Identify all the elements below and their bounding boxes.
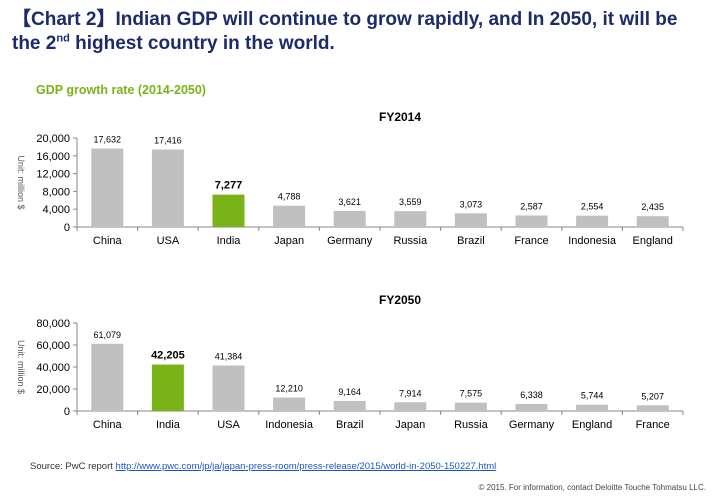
category-label-indonesia: Indonesia xyxy=(568,235,617,247)
data-label-japan: 4,788 xyxy=(278,192,301,202)
category-label-russia: Russia xyxy=(454,419,489,431)
bar-england xyxy=(576,404,609,411)
data-label-france: 5,207 xyxy=(641,391,664,401)
data-label-brazil: 3,073 xyxy=(460,199,483,209)
data-label-russia: 7,575 xyxy=(460,389,483,399)
bar-india xyxy=(151,364,184,411)
bar-russia xyxy=(454,402,487,411)
category-label-india: India xyxy=(156,419,181,431)
title-line-2-pre: the 2 xyxy=(12,33,57,54)
data-label-france: 2,587 xyxy=(520,201,543,211)
data-label-england: 5,744 xyxy=(581,391,604,401)
bar-china xyxy=(91,343,124,411)
data-label-china: 17,632 xyxy=(94,135,122,145)
chart-title: FY2050 xyxy=(379,293,421,307)
category-label-england: England xyxy=(633,235,673,247)
category-label-france: France xyxy=(636,419,670,431)
bar-usa xyxy=(151,149,184,227)
gdp-chart-fy2014: FY2014 Unit: million $ 0 4,000 8,000 12,000 16… xyxy=(16,110,684,247)
bar-brazil xyxy=(333,400,366,411)
y-tick-label: 4,000 xyxy=(42,204,70,216)
y-tick-label: 16,000 xyxy=(36,151,70,163)
chart-title: FY2014 xyxy=(379,110,421,124)
category-label-usa: USA xyxy=(157,235,180,247)
bar-india xyxy=(212,194,245,227)
bar-china xyxy=(91,148,124,227)
data-label-usa: 41,384 xyxy=(215,351,243,361)
category-label-japan: Japan xyxy=(395,419,425,431)
y-tick-label: 40,000 xyxy=(36,362,70,374)
y-tick-label: 60,000 xyxy=(36,340,70,352)
copyright-notice: © 2015. For information, contact Deloitt… xyxy=(478,483,707,492)
y-tick-label: 20,000 xyxy=(36,133,70,145)
y-tick-label: 8,000 xyxy=(42,186,70,198)
y-axis-label: Unit: million $ xyxy=(16,340,26,394)
bar-england xyxy=(636,216,669,227)
data-label-usa: 17,416 xyxy=(154,135,182,145)
data-label-russia: 3,559 xyxy=(399,197,422,207)
y-tick-label: 0 xyxy=(64,222,70,234)
bar-japan xyxy=(394,402,427,411)
source-prefix: Source: PwC report xyxy=(30,461,116,472)
bar-indonesia xyxy=(576,215,609,227)
title-line-2-post: highest country in the world. xyxy=(69,33,335,54)
data-label-germany: 6,338 xyxy=(520,390,543,400)
data-label-china: 61,079 xyxy=(94,330,122,340)
chart-subtitle: GDP growth rate (2014-2050) xyxy=(36,83,206,97)
y-axis-label: Unit: million $ xyxy=(16,155,26,209)
category-label-russia: Russia xyxy=(393,235,428,247)
bar-brazil xyxy=(454,213,487,227)
y-tick-label: 12,000 xyxy=(36,169,70,181)
category-label-china: China xyxy=(93,235,123,247)
data-label-india: 7,277 xyxy=(215,180,243,192)
data-label-brazil: 9,164 xyxy=(338,387,361,397)
category-label-china: China xyxy=(93,419,123,431)
bar-germany xyxy=(515,404,548,411)
category-label-germany: Germany xyxy=(509,419,555,431)
slide-title: 【Chart 2】Indian GDP will continue to gro… xyxy=(12,8,712,56)
data-label-england: 2,435 xyxy=(641,202,664,212)
category-label-india: India xyxy=(217,235,242,247)
bar-france xyxy=(515,215,548,227)
category-label-england: England xyxy=(572,419,612,431)
bar-germany xyxy=(333,210,366,227)
data-label-india: 42,205 xyxy=(151,350,185,362)
bar-usa xyxy=(212,365,245,411)
category-label-brazil: Brazil xyxy=(457,235,485,247)
title-line-2: the 2nd highest country in the world. xyxy=(12,32,712,56)
gdp-chart-fy2050: FY2050 Unit: million $ 0 20,000 40,000 60,000… xyxy=(16,293,684,431)
bar-indonesia xyxy=(273,397,306,411)
title-superscript: nd xyxy=(56,32,70,45)
category-label-france: France xyxy=(514,235,548,247)
category-label-germany: Germany xyxy=(327,235,373,247)
bar-japan xyxy=(273,205,306,227)
data-label-indonesia: 2,554 xyxy=(581,202,604,212)
category-label-brazil: Brazil xyxy=(336,419,364,431)
y-tick-label: 20,000 xyxy=(36,384,70,396)
data-label-germany: 3,621 xyxy=(338,197,361,207)
data-label-indonesia: 12,210 xyxy=(275,384,303,394)
source-note: Source: PwC report http://www.pwc.com/jp… xyxy=(30,461,496,472)
data-label-japan: 7,914 xyxy=(399,388,422,398)
category-label-usa: USA xyxy=(217,419,240,431)
bar-russia xyxy=(394,211,427,227)
y-tick-label: 80,000 xyxy=(36,318,70,330)
category-label-indonesia: Indonesia xyxy=(265,419,314,431)
title-line-1: 【Chart 2】Indian GDP will continue to gro… xyxy=(12,9,678,30)
y-tick-label: 0 xyxy=(64,406,70,418)
category-label-japan: Japan xyxy=(274,235,304,247)
source-link[interactable]: http://www.pwc.com/jp/ja/japan-press-roo… xyxy=(115,461,497,472)
bar-france xyxy=(636,405,669,411)
